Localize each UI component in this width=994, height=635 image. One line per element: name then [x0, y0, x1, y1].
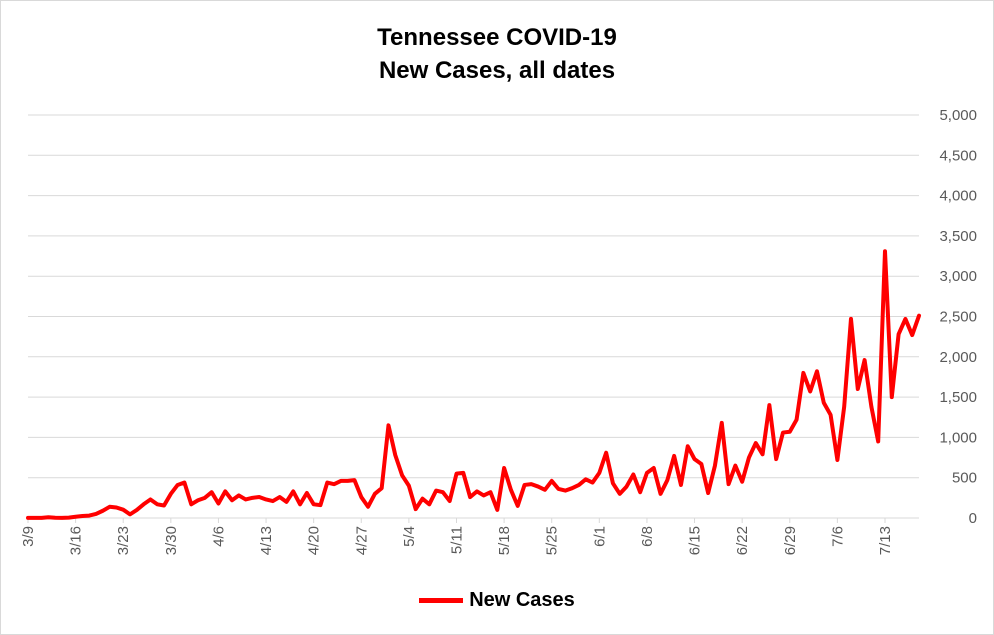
x-tick-label: 5/11 [448, 526, 465, 554]
legend: New Cases [1, 589, 993, 612]
x-tick-label: 6/29 [782, 526, 799, 555]
y-axis-labels: 0 500 1,000 1,500 2,000 2,500 3,000 3,500 4,000 4… [939, 107, 977, 527]
y-tick-label: 1,500 [939, 389, 977, 406]
x-tick-label: 5/25 [544, 526, 561, 555]
y-tick-label: 2,000 [939, 349, 977, 366]
series-group [26, 249, 921, 520]
x-tick-label: 7/13 [877, 526, 894, 555]
x-axis [27, 517, 919, 523]
y-tick-label: 0 [969, 510, 977, 527]
gridlines [28, 114, 919, 479]
x-axis-labels: 3/9 3/16 3/23 3/30 4/6 4/13 4/20 4/27 5/4 5/11 5/1… [20, 526, 894, 555]
y-tick-label: 4,000 [939, 188, 977, 205]
x-tick-label: 7/6 [829, 526, 846, 547]
x-tick-label: 6/1 [591, 526, 608, 547]
x-tick-label: 6/8 [639, 526, 656, 547]
y-tick-label: 500 [952, 470, 977, 487]
x-tick-label: 3/9 [20, 526, 37, 547]
x-tick-label: 4/13 [258, 526, 275, 555]
x-tick-label: 3/16 [68, 526, 85, 555]
x-tick-label: 6/22 [734, 526, 751, 555]
x-tick-label: 3/30 [163, 526, 180, 555]
x-tick-label: 6/15 [687, 526, 704, 555]
series-line-new-cases [26, 249, 921, 520]
legend-swatch-new-cases [419, 598, 464, 603]
y-tick-label: 3,500 [939, 228, 977, 245]
x-tick-label: 4/20 [306, 526, 323, 555]
x-tick-label: 4/6 [210, 526, 227, 547]
x-tick-label: 5/4 [401, 526, 418, 547]
chart-title: Tennessee COVID-19 New Cases, all dates [1, 21, 993, 87]
y-tick-label: 3,000 [939, 268, 977, 285]
chart-title-line-1: Tennessee COVID-19 [377, 24, 617, 51]
x-tick-label: 3/23 [115, 526, 132, 555]
x-tick-label: 4/27 [353, 526, 370, 555]
legend-label-new-cases: New Cases [469, 589, 575, 611]
chart-title-line-2: New Cases, all dates [378, 57, 616, 84]
y-tick-label: 4,500 [939, 147, 977, 164]
y-tick-label: 1,000 [939, 429, 977, 446]
y-tick-label: 2,500 [939, 309, 977, 326]
y-tick-label: 5,000 [939, 107, 977, 124]
x-tick-label: 5/18 [496, 526, 513, 555]
